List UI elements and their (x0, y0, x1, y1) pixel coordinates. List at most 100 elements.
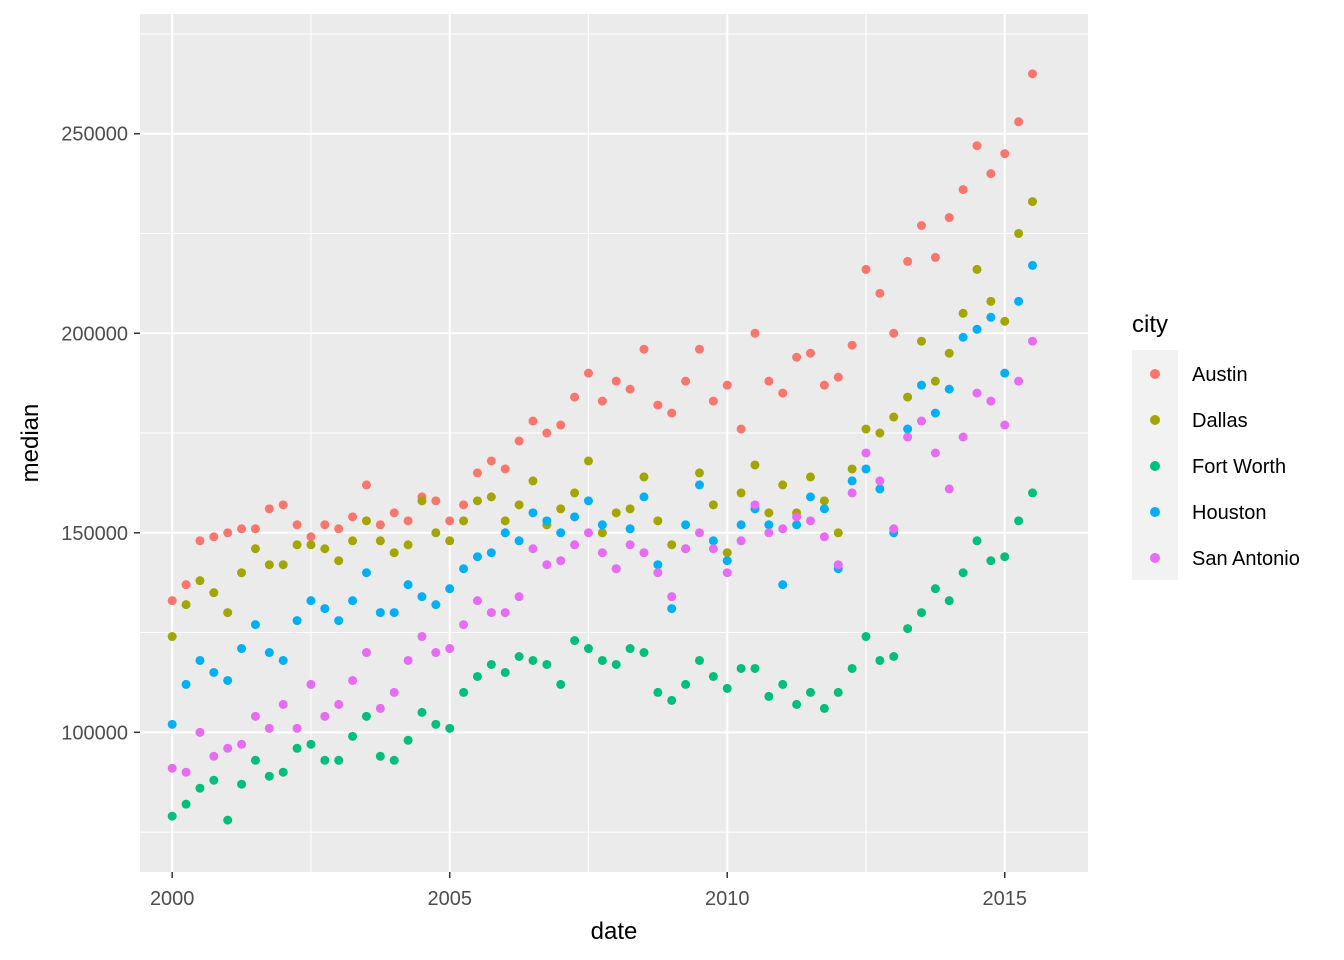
point-fort-worth (237, 779, 247, 789)
point-houston (722, 556, 732, 566)
point-houston (431, 600, 441, 610)
point-austin (944, 213, 954, 223)
point-san-antonio (250, 711, 260, 721)
point-houston (958, 332, 968, 342)
point-san-antonio (264, 723, 274, 733)
point-san-antonio (861, 448, 871, 458)
point-dallas (361, 516, 371, 526)
point-fort-worth (389, 755, 399, 765)
point-dallas (167, 632, 177, 642)
point-austin (514, 436, 524, 446)
legend-label-san-antonio: San Antonio (1192, 548, 1300, 570)
point-austin (348, 512, 358, 522)
point-san-antonio (930, 448, 940, 458)
point-fort-worth (223, 815, 233, 825)
point-san-antonio (903, 432, 913, 442)
point-houston (167, 719, 177, 729)
point-austin (209, 532, 219, 542)
point-san-antonio (556, 556, 566, 566)
point-san-antonio (278, 699, 288, 709)
point-houston (778, 580, 788, 590)
point-dallas (431, 528, 441, 538)
point-houston (500, 528, 510, 538)
point-houston (972, 324, 982, 334)
legend-key-dallas (1150, 415, 1160, 425)
point-austin (264, 504, 274, 514)
series-austin (167, 69, 1037, 606)
point-fort-worth (597, 655, 607, 665)
legend-label-austin: Austin (1192, 364, 1248, 386)
point-dallas (445, 536, 455, 546)
point-san-antonio (708, 544, 718, 554)
point-fort-worth (583, 644, 593, 654)
point-austin (972, 141, 982, 151)
point-san-antonio (1014, 376, 1024, 386)
point-san-antonio (722, 568, 732, 578)
point-fort-worth (722, 683, 732, 693)
point-dallas (237, 568, 247, 578)
point-houston (986, 312, 996, 322)
point-san-antonio (348, 675, 358, 685)
point-san-antonio (694, 528, 704, 538)
point-san-antonio (778, 524, 788, 534)
point-fort-worth (250, 755, 260, 765)
point-austin (750, 328, 760, 338)
point-dallas (556, 504, 566, 514)
point-austin (375, 520, 385, 530)
point-san-antonio (819, 532, 829, 542)
point-fort-worth (1000, 552, 1010, 562)
point-fort-worth (556, 679, 566, 689)
point-austin (1027, 69, 1037, 79)
y-axis-title: median (17, 404, 44, 483)
point-austin (778, 388, 788, 398)
point-san-antonio (223, 743, 233, 753)
point-san-antonio (417, 632, 427, 642)
point-austin (653, 400, 663, 410)
point-houston (542, 516, 552, 526)
point-austin (320, 520, 330, 530)
point-houston (694, 480, 704, 490)
point-dallas (375, 536, 385, 546)
point-dallas (889, 412, 899, 422)
point-dallas (417, 496, 427, 506)
point-fort-worth (833, 687, 843, 697)
point-houston (805, 492, 815, 502)
point-austin (625, 384, 635, 394)
point-san-antonio (306, 679, 316, 689)
point-houston (375, 608, 385, 618)
point-austin (278, 500, 288, 510)
point-san-antonio (611, 564, 621, 574)
point-austin (181, 580, 191, 590)
point-fort-worth (445, 723, 455, 733)
point-houston (736, 520, 746, 530)
point-austin (431, 496, 441, 506)
point-fort-worth (500, 667, 510, 677)
point-austin (570, 392, 580, 402)
point-austin (611, 376, 621, 386)
point-austin (486, 456, 496, 466)
point-austin (889, 328, 899, 338)
x-tick-label: 2010 (705, 888, 750, 910)
point-fort-worth (750, 663, 760, 673)
point-fort-worth (195, 783, 205, 793)
point-fort-worth (361, 711, 371, 721)
point-fort-worth (764, 691, 774, 701)
point-austin (819, 380, 829, 390)
point-san-antonio (403, 655, 413, 665)
point-dallas (389, 548, 399, 558)
point-san-antonio (889, 524, 899, 534)
point-san-antonio (639, 548, 649, 558)
y-tick-label: 100000 (61, 722, 128, 744)
point-fort-worth (334, 755, 344, 765)
point-san-antonio (514, 592, 524, 602)
point-san-antonio (681, 544, 691, 554)
point-dallas (320, 544, 330, 554)
point-san-antonio (472, 596, 482, 606)
point-austin (583, 368, 593, 378)
point-dallas (653, 516, 663, 526)
data-points (167, 69, 1037, 825)
point-houston (528, 508, 538, 518)
point-houston (472, 552, 482, 562)
point-houston (944, 384, 954, 394)
point-houston (764, 520, 774, 530)
